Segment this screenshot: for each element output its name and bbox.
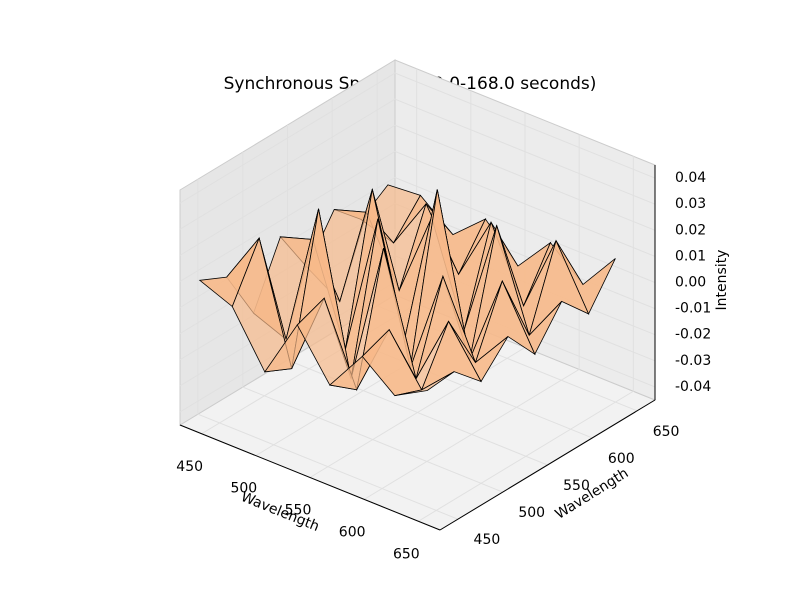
z-tick-label: -0.01 (675, 301, 711, 317)
y-axis-label: Wavelength (553, 465, 632, 523)
z-tick-label: -0.02 (675, 327, 711, 343)
x-tick-label: 450 (176, 459, 203, 475)
z-axis-label: Intensity (714, 250, 730, 311)
grid-line (242, 152, 503, 493)
z-tick-label: 0.00 (675, 275, 706, 291)
x-axis (179, 424, 441, 531)
grid-line (179, 124, 656, 256)
grid-line (179, 98, 656, 230)
y-tick-label: 550 (563, 478, 590, 494)
x-tick-label: 500 (230, 481, 257, 497)
x-tick-label: 600 (339, 524, 366, 540)
x-tick-label: 550 (285, 503, 312, 519)
grid-line (418, 156, 634, 522)
surface-patch (394, 371, 455, 397)
y-tick-label: 650 (653, 424, 680, 440)
z-tick-label: -0.03 (675, 353, 711, 369)
z-tick-label: 0.04 (675, 170, 706, 186)
y-tick-label: 600 (608, 451, 635, 467)
grid-line (363, 134, 580, 500)
grid-line (197, 179, 459, 520)
y-axis (439, 399, 656, 531)
y-tick-label: 450 (474, 532, 501, 548)
grid-line (179, 72, 656, 204)
grid-line (179, 150, 656, 282)
z-tick-label: -0.04 (675, 379, 711, 395)
y-tick-label: 500 (518, 505, 545, 521)
z-tick-label: 0.01 (675, 248, 706, 264)
x-tick-label: 650 (393, 546, 420, 562)
z-tick-label: 0.03 (675, 196, 706, 212)
z-tick-label: 0.02 (675, 222, 706, 238)
